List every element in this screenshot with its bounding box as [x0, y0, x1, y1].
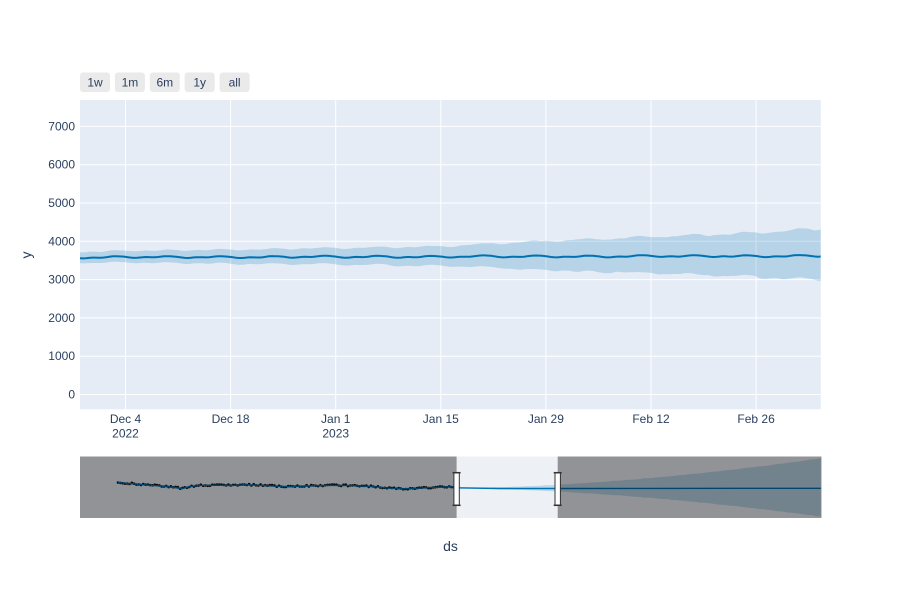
svg-text:Feb 12: Feb 12	[632, 412, 670, 426]
svg-text:Jan 29: Jan 29	[528, 412, 564, 426]
svg-text:Jan 1: Jan 1	[321, 412, 351, 426]
svg-text:Dec 18: Dec 18	[212, 412, 250, 426]
svg-text:7000: 7000	[48, 119, 75, 133]
svg-text:Feb 26: Feb 26	[737, 412, 775, 426]
svg-text:1000: 1000	[48, 349, 75, 363]
svg-text:2000: 2000	[48, 311, 75, 325]
svg-text:2022: 2022	[112, 427, 139, 441]
svg-text:ds: ds	[443, 538, 458, 554]
svg-text:y: y	[18, 252, 34, 259]
svg-text:6000: 6000	[48, 158, 75, 172]
svg-text:1m: 1m	[122, 76, 139, 90]
svg-text:1w: 1w	[87, 76, 103, 90]
svg-text:0: 0	[68, 388, 75, 402]
svg-text:3000: 3000	[48, 273, 75, 287]
svg-text:all: all	[229, 76, 241, 90]
svg-text:Dec 4: Dec 4	[110, 412, 142, 426]
svg-text:1y: 1y	[193, 76, 206, 90]
svg-text:5000: 5000	[48, 196, 75, 210]
svg-text:4000: 4000	[48, 234, 75, 248]
svg-text:Jan 15: Jan 15	[423, 412, 459, 426]
svg-text:6m: 6m	[156, 76, 173, 90]
svg-text:2023: 2023	[322, 427, 349, 441]
